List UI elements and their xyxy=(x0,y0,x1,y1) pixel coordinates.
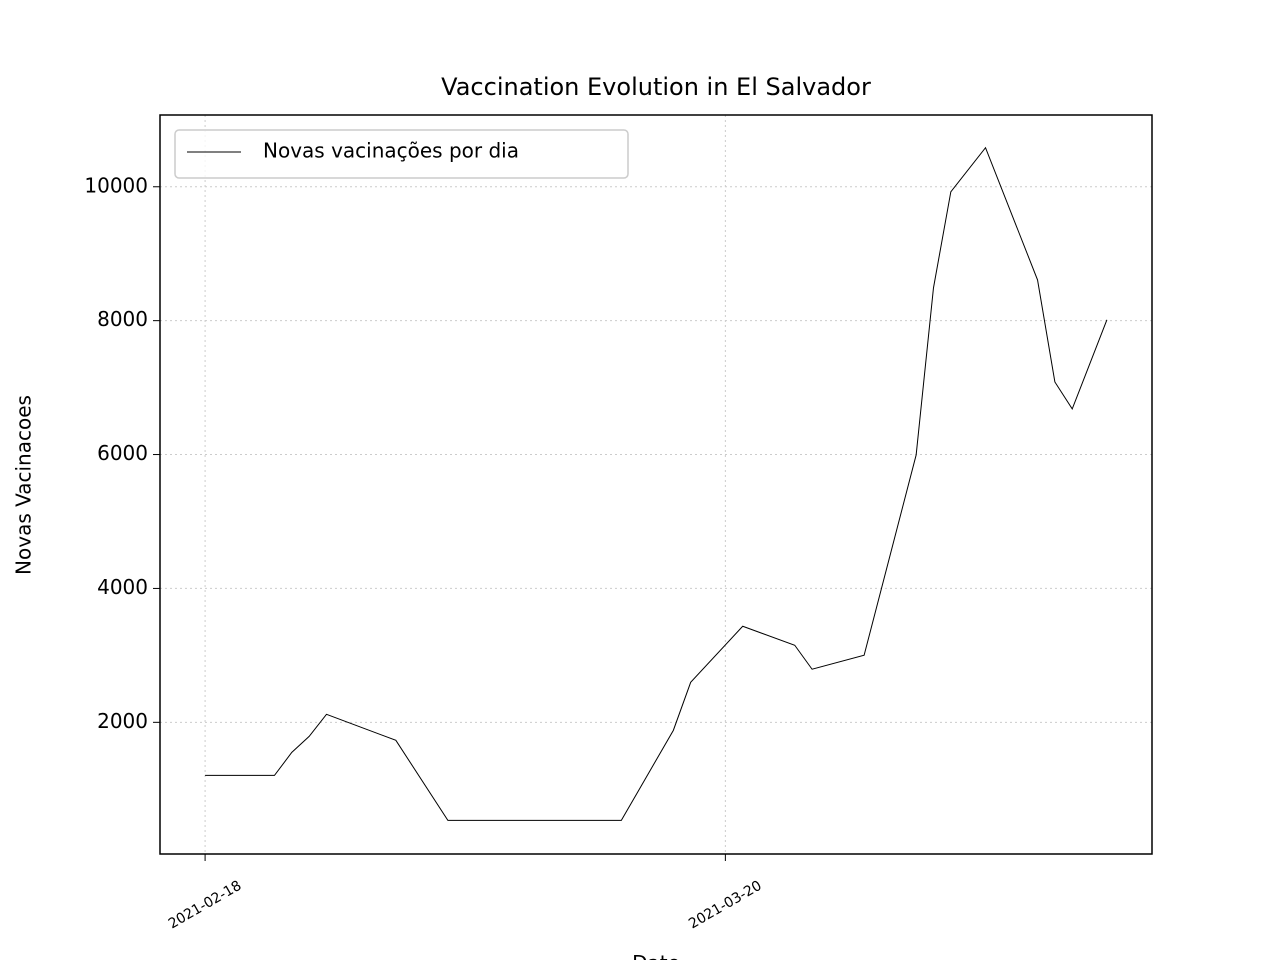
y-tick-label: 2000 xyxy=(97,709,148,733)
data-line xyxy=(205,146,1108,821)
chart-title: Vaccination Evolution in El Salvador xyxy=(441,73,871,101)
y-tick-label: 10000 xyxy=(84,173,148,197)
y-tick-label: 4000 xyxy=(97,575,148,599)
legend-label: Novas vacinações por dia xyxy=(263,139,519,163)
x-tick-label: 2021-02-18 xyxy=(166,878,244,933)
y-tick-label: 8000 xyxy=(97,307,148,331)
plot-frame xyxy=(159,114,1153,855)
x-tick-label: 2021-03-20 xyxy=(686,878,764,933)
y-tick-label: 6000 xyxy=(97,441,148,465)
legend-box xyxy=(174,129,629,179)
x-axis-label: Date xyxy=(632,951,680,960)
y-axis-label: Novas Vacinacoes xyxy=(12,395,36,575)
